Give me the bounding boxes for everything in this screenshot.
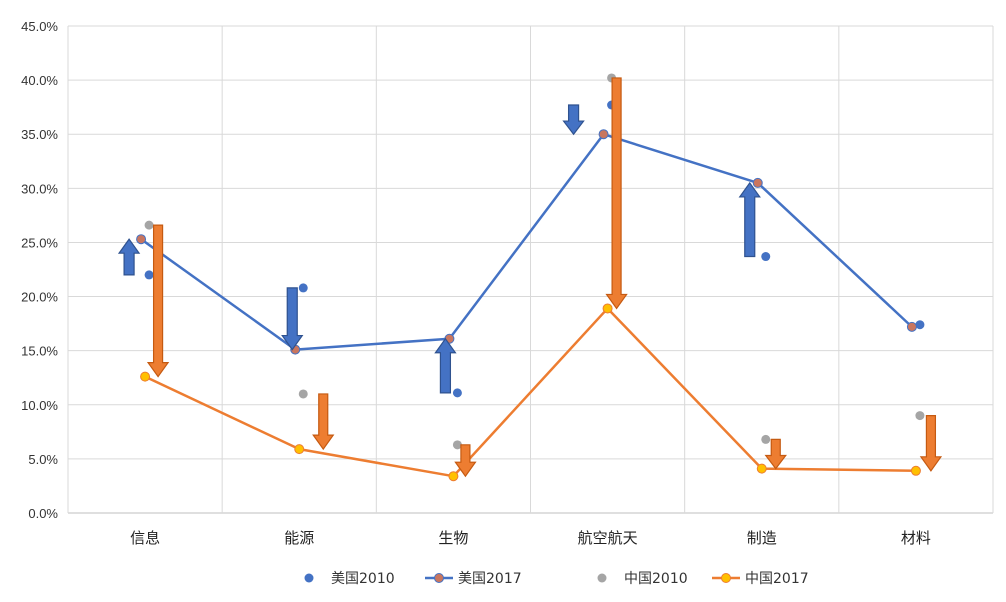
- y-tick-label: 45.0%: [21, 19, 58, 34]
- arrow-annotations: [117, 77, 943, 478]
- y-tick-label: 10.0%: [21, 398, 58, 413]
- change-arrow: [312, 393, 335, 451]
- legend-marker-swatch: [721, 573, 731, 583]
- legend-label: 中国2010: [624, 571, 688, 587]
- data-point: [761, 434, 771, 444]
- data-point: [144, 270, 154, 280]
- legend-label: 美国2010: [331, 571, 395, 587]
- data-point: [761, 252, 771, 262]
- x-category-label: 信息: [130, 529, 160, 547]
- data-point: [140, 371, 151, 382]
- data-point: [602, 303, 613, 314]
- data-point: [294, 444, 305, 455]
- data-point: [452, 388, 462, 398]
- data-point: [915, 320, 925, 330]
- y-tick-label: 30.0%: [21, 181, 58, 196]
- change-arrow: [562, 104, 585, 136]
- data-point: [598, 129, 609, 140]
- x-category-label: 航空航天: [578, 529, 638, 547]
- legend-label: 美国2017: [458, 571, 522, 587]
- legend: 美国2010 美国2017 中国2010 中国2017: [304, 571, 809, 587]
- change-arrow: [434, 337, 457, 394]
- x-axis-categories: 信息 能源 生物 航空航天 制造 材料: [130, 529, 931, 547]
- legend-marker-swatch: [304, 573, 314, 583]
- series-line: [140, 132, 913, 351]
- y-tick-label: 35.0%: [21, 127, 58, 142]
- change-arrow: [764, 438, 787, 470]
- change-arrow: [146, 224, 170, 378]
- data-point: [752, 177, 763, 188]
- data-point: [144, 220, 154, 230]
- data-point: [298, 283, 308, 293]
- y-axis-ticks: 0.0% 5.0% 10.0% 15.0% 20.0% 25.0% 30.0% 35.0% 40…: [21, 19, 58, 521]
- x-category-label: 制造: [747, 529, 777, 547]
- y-tick-label: 20.0%: [21, 290, 58, 305]
- y-tick-label: 40.0%: [21, 73, 58, 88]
- data-point: [298, 389, 308, 399]
- legend-marker-swatch: [434, 573, 444, 583]
- y-tick-label: 5.0%: [28, 452, 58, 467]
- data-point: [915, 411, 925, 421]
- series-layer: [136, 73, 925, 482]
- gridlines: [67, 25, 994, 514]
- change-arrow: [919, 415, 943, 472]
- change-arrow: [605, 77, 628, 310]
- x-category-label: 材料: [901, 529, 931, 547]
- y-tick-label: 15.0%: [21, 344, 58, 359]
- legend-label: 中国2017: [745, 571, 809, 587]
- data-point: [910, 465, 921, 476]
- series-line: [144, 307, 916, 478]
- change-arrow: [281, 287, 304, 351]
- data-point: [448, 471, 459, 482]
- legend-marker-swatch: [597, 573, 607, 583]
- data-point: [756, 463, 767, 474]
- data-point: [906, 321, 917, 332]
- x-category-label: 能源: [284, 529, 314, 547]
- change-arrow: [454, 444, 477, 478]
- x-category-label: 生物: [438, 529, 468, 547]
- change-arrow: [738, 181, 761, 258]
- data-point: [452, 440, 462, 450]
- y-tick-label: 25.0%: [21, 235, 58, 250]
- change-arrow: [117, 238, 141, 276]
- y-tick-label: 0.0%: [28, 506, 58, 521]
- data-point: [136, 234, 147, 245]
